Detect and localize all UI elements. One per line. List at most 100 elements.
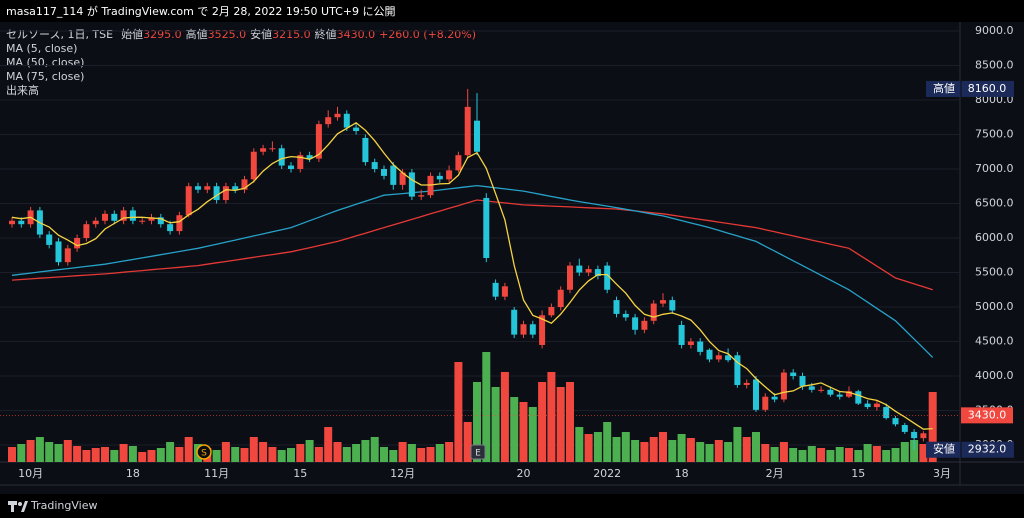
- volume-bar: [752, 432, 760, 462]
- last-price-box: [961, 407, 1013, 424]
- candle-body: [334, 113, 341, 118]
- candle-body: [362, 137, 369, 163]
- candle-body: [743, 382, 750, 385]
- volume-bar: [863, 444, 872, 462]
- candle-body: [613, 300, 620, 314]
- candle-body: [18, 220, 25, 225]
- candle-body: [353, 127, 360, 132]
- candle-body: [64, 248, 71, 263]
- candle-body: [222, 186, 229, 201]
- candle-body: [604, 265, 611, 290]
- volume-bar: [54, 444, 63, 462]
- volume-bar: [184, 437, 193, 462]
- candle-body: [102, 213, 108, 221]
- candle-body: [846, 391, 852, 397]
- volume-bar: [817, 448, 826, 462]
- candle-body: [836, 394, 843, 397]
- candle-body: [306, 155, 313, 159]
- candle-body: [315, 124, 322, 159]
- volume-bar: [603, 422, 612, 462]
- candle-body: [120, 210, 127, 221]
- volume-bar: [445, 442, 454, 462]
- volume-bar: [26, 440, 35, 462]
- volume-bar: [640, 442, 649, 462]
- volume-bar: [296, 444, 305, 462]
- volume-bar: [454, 362, 463, 462]
- volume-bar: [835, 447, 844, 462]
- volume-bar: [742, 437, 751, 462]
- volume-bar: [249, 437, 258, 462]
- ohlc-value: 3215.0: [272, 28, 311, 41]
- volume-bar: [621, 432, 630, 462]
- volume-bar: [166, 442, 175, 462]
- candle-body: [74, 237, 81, 249]
- candle-body: [697, 341, 704, 352]
- volume-bar: [138, 452, 147, 462]
- volume-bar: [128, 446, 137, 462]
- plot: 3000.03500.04000.04500.05000.05500.06000…: [0, 24, 1014, 480]
- volume-bar: [175, 447, 184, 462]
- volume-bar: [8, 447, 16, 462]
- volume-bar: [259, 442, 268, 462]
- price-marker-label: 8160.0: [968, 82, 1007, 95]
- candle-body: [818, 389, 825, 391]
- y-tick-label: 5500.0: [975, 266, 1014, 279]
- candle-body: [725, 355, 732, 361]
- volume-bar: [63, 440, 72, 462]
- volume-bar: [147, 450, 156, 462]
- x-tick-label: 12月: [390, 467, 415, 480]
- candle-body: [529, 324, 536, 335]
- candle-body: [185, 186, 192, 216]
- candle-body: [873, 403, 880, 408]
- candle-body: [734, 355, 741, 385]
- volume-bar: [342, 447, 351, 462]
- price-marker-box: [926, 80, 1014, 97]
- volume-bar: [221, 442, 230, 462]
- publisher: masa117_114 が TradingView.com で 2月 28, 2…: [6, 4, 396, 18]
- candle-body: [9, 220, 15, 225]
- x-tick-label: 2月: [766, 467, 784, 480]
- x-tick-label: 10月: [18, 467, 43, 480]
- volume-bar: [491, 387, 500, 462]
- candle-body: [808, 386, 815, 390]
- candle-body: [585, 269, 592, 273]
- event-marker: [470, 444, 486, 460]
- candle-body: [557, 289, 564, 308]
- candle-body: [762, 396, 769, 410]
- candle-body: [195, 186, 201, 190]
- candle-body: [501, 286, 508, 297]
- volume-bar: [110, 450, 119, 462]
- legend-entry: MA (75, close): [6, 70, 84, 83]
- volume-bar: [73, 446, 82, 462]
- candle-body: [371, 162, 378, 169]
- ma-line: [11, 184, 934, 358]
- candle-body: [390, 165, 397, 185]
- candle-body: [576, 265, 583, 273]
- candle-body: [594, 269, 601, 276]
- volume-bar: [82, 450, 91, 462]
- candle-body: [241, 179, 248, 190]
- y-tick-label: 6000.0: [975, 231, 1014, 244]
- candle-body: [669, 300, 676, 311]
- volume-bar: [519, 402, 528, 462]
- candle-body: [567, 265, 573, 290]
- volume-bar: [891, 448, 900, 462]
- volume-bar: [584, 434, 593, 462]
- volume-bar: [919, 444, 928, 462]
- candle-body: [139, 220, 146, 222]
- volume-bar: [45, 442, 54, 462]
- x-tick-label: 18: [126, 467, 140, 480]
- candle-body: [176, 215, 183, 232]
- volume-bar: [668, 440, 677, 462]
- volume-bar: [547, 372, 556, 462]
- volume-bar: [463, 422, 472, 462]
- volume-bar: [826, 450, 835, 462]
- candle-body: [148, 217, 155, 221]
- candle-body: [446, 170, 453, 180]
- ohlc-value: 3430.0: [337, 28, 376, 41]
- candle-body: [911, 431, 918, 439]
- volume-bar: [724, 442, 733, 462]
- volume-bar: [659, 432, 667, 462]
- price-marker-box: [926, 441, 1014, 458]
